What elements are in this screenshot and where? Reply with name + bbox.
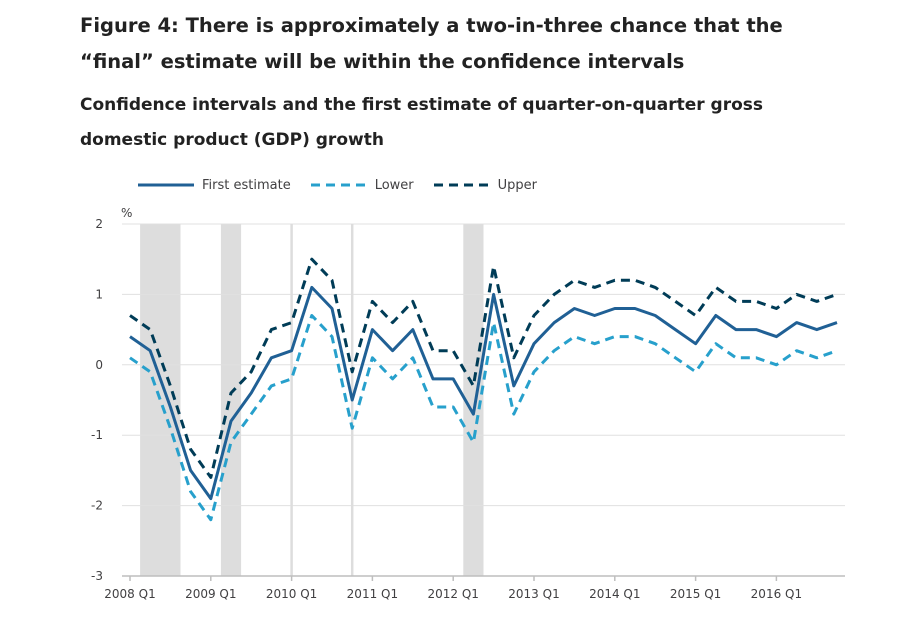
- x-tick-label: 2016 Q1: [751, 587, 802, 601]
- series-line-lower: [129, 314, 838, 522]
- recession-shade-0: [140, 224, 181, 576]
- figure-title: Figure 4: There is approximately a two-i…: [80, 8, 880, 80]
- legend-item-lower[interactable]: Lower: [310, 177, 414, 193]
- y-tick-label: 1: [95, 287, 103, 301]
- legend-item-first-estimate[interactable]: First estimate: [138, 178, 291, 193]
- recession-shade-1: [220, 224, 242, 576]
- legend-item-upper[interactable]: Upper: [433, 177, 538, 193]
- x-tick-label: 2012 Q1: [427, 587, 478, 601]
- figure-title-line1: Figure 4: There is approximately a two-i…: [80, 14, 783, 37]
- x-tick-label: 2013 Q1: [508, 587, 559, 601]
- recession-shading: [140, 224, 484, 576]
- series-line-first-estimate: [129, 285, 838, 501]
- legend-label-lower: Lower: [374, 177, 414, 193]
- x-tick-label: 2010 Q1: [266, 587, 317, 601]
- x-tick-label: 2015 Q1: [670, 587, 721, 601]
- y-tick-label: -1: [91, 428, 103, 442]
- x-tick-label: 2014 Q1: [589, 587, 640, 601]
- chart-subtitle: Confidence intervals and the first estim…: [80, 88, 880, 158]
- chart-subtitle-line2: domestic product (GDP) growth: [80, 130, 384, 150]
- axis-labels: 2 1 0 -1 -2 -3% 2008 Q1 2009 Q1 2010 Q1 2011 Q1 20…: [91, 206, 802, 601]
- series-line-upper: [129, 257, 838, 479]
- y-tick-label: -2: [91, 499, 103, 513]
- reference-lines: [290, 224, 354, 576]
- legend-label-upper: Upper: [497, 177, 538, 193]
- legend-label-first-estimate: First estimate: [202, 177, 291, 193]
- y-tick-label: 2: [95, 217, 103, 231]
- recession-shade-2: [463, 224, 484, 576]
- legend-swatch-first-estimate: [138, 183, 194, 187]
- y-axis-unit-label: %: [121, 206, 132, 220]
- legend-swatch-lower: [310, 183, 367, 187]
- chart-subtitle-line1: Confidence intervals and the first estim…: [80, 95, 764, 115]
- y-tick-label: 0: [95, 358, 103, 372]
- x-tick-label: 2011 Q1: [347, 587, 398, 601]
- y-tick-label: -3: [91, 569, 103, 583]
- x-axis: [122, 575, 845, 581]
- chart-legend: First estimate Lower Upper: [138, 174, 557, 196]
- gridlines: [122, 223, 845, 507]
- legend-swatch-upper: [433, 183, 490, 187]
- x-tick-label: 2009 Q1: [185, 587, 236, 601]
- series-lines: [129, 257, 838, 522]
- figure-title-line2: “final” estimate will be within the conf…: [80, 50, 685, 73]
- x-tick-label: 2008 Q1: [104, 587, 155, 601]
